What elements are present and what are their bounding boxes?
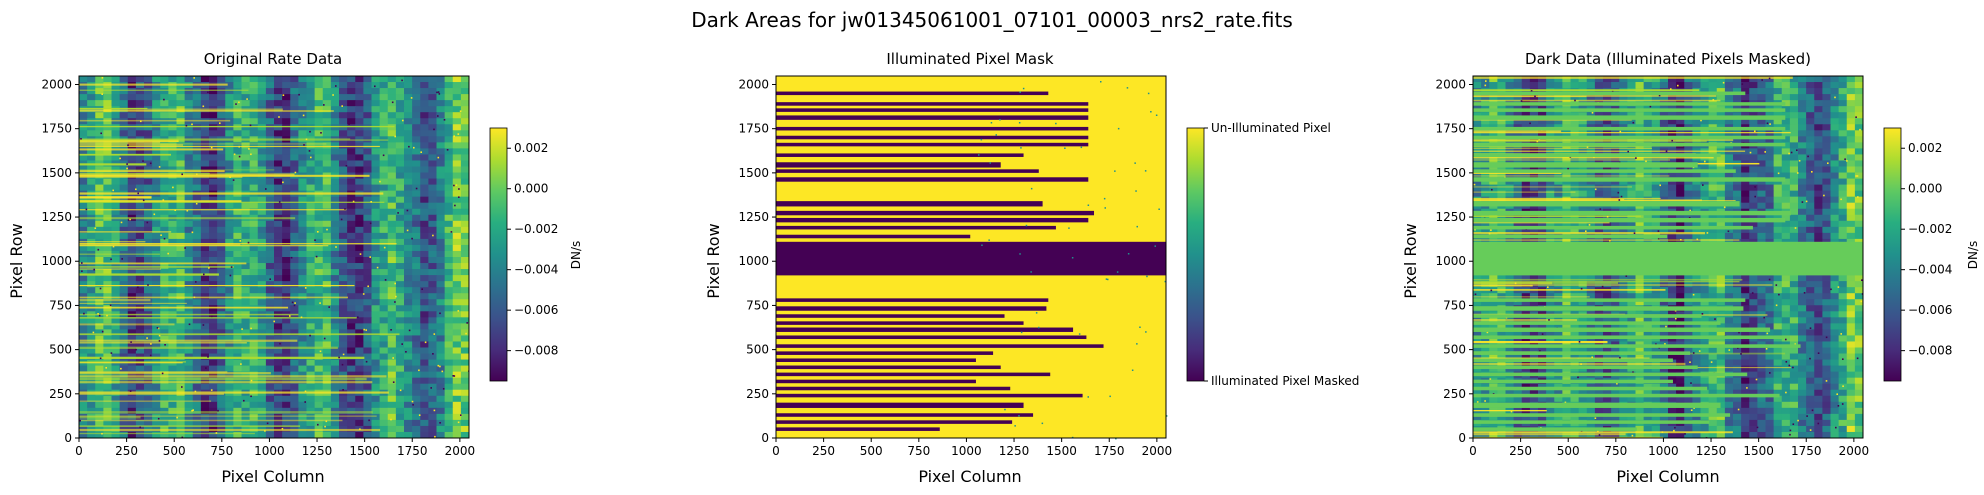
- panel-2-ylabel: Pixel Row: [704, 223, 723, 298]
- x-tick-label: 1000: [1648, 444, 1679, 458]
- y-tick-label: 1000: [738, 254, 769, 268]
- panel-1-ylabel: Pixel Row: [7, 223, 26, 298]
- x-tick-label: 250: [812, 444, 835, 458]
- panel-1-xlabel: Pixel Column: [221, 467, 324, 486]
- y-tick-label: 1000: [1435, 254, 1466, 268]
- y-tick-label: 1250: [738, 210, 769, 224]
- x-tick-label: 500: [163, 444, 186, 458]
- y-tick-label: 1750: [738, 122, 769, 136]
- y-tick-label: 250: [746, 387, 769, 401]
- x-tick-label: 0: [772, 444, 780, 458]
- colorbar-tick-label: 0.002: [514, 141, 548, 155]
- x-tick-label: 1250: [1696, 444, 1727, 458]
- y-tick-label: 1250: [1435, 210, 1466, 224]
- panel-2-frame: [775, 75, 1167, 439]
- x-tick-label: 1500: [1046, 444, 1077, 458]
- y-tick-label: 1500: [738, 166, 769, 180]
- colorbar-tick-label: Illuminated Pixel Masked: [1211, 374, 1359, 388]
- x-tick-label: 1000: [254, 444, 285, 458]
- x-tick-label: 750: [1604, 444, 1627, 458]
- y-tick-label: 1750: [1435, 122, 1466, 136]
- panel-3-title: Dark Data (Illuminated Pixels Masked): [1525, 50, 1811, 68]
- x-tick-label: 0: [75, 444, 83, 458]
- x-tick-label: 1250: [999, 444, 1030, 458]
- y-tick-label: 500: [49, 343, 72, 357]
- panel-1-colorbar-label: DN/s: [569, 241, 583, 270]
- x-tick-label: 1750: [1791, 444, 1822, 458]
- colorbar-tick-label: −0.004: [1908, 263, 1952, 277]
- panel-2-xlabel: Pixel Column: [918, 467, 1021, 486]
- y-tick-label: 2000: [1435, 77, 1466, 91]
- y-tick-label: 1250: [41, 210, 72, 224]
- panel-2-title: Illuminated Pixel Mask: [886, 50, 1054, 68]
- x-tick-label: 750: [907, 444, 930, 458]
- figure-suptitle: Dark Areas for jw01345061001_07101_00003…: [691, 8, 1293, 32]
- x-tick-label: 1000: [951, 444, 982, 458]
- panel-3-heatmap: [1473, 76, 1863, 438]
- colorbar-ticks-layer: 0.002 0.000 −0.002 −0.004 −0.006 −0.008 0.002 0…: [507, 121, 1952, 388]
- x-tick-label: 0: [1469, 444, 1477, 458]
- y-tick-label: 1500: [1435, 166, 1466, 180]
- colorbar-tick-label: 0.000: [1908, 182, 1942, 196]
- x-tick-label: 1250: [302, 444, 333, 458]
- y-tick-label: 0: [761, 431, 769, 445]
- y-tick-label: 1000: [41, 254, 72, 268]
- y-tick-label: 0: [64, 431, 72, 445]
- y-tick-label: 1750: [41, 122, 72, 136]
- colorbar-tick-label: −0.004: [514, 263, 558, 277]
- panel-2-colorbar: [1186, 127, 1205, 382]
- panel-1-colorbar: [489, 127, 508, 382]
- axes-ticks-layer: 0025025050050075075010001000125012501500…: [41, 75, 1870, 458]
- panel-1-frame: [78, 75, 470, 439]
- colorbar-tick-label: −0.006: [514, 303, 558, 317]
- colorbar-tick-label: −0.002: [514, 222, 558, 236]
- panel-2-heatmap: [776, 76, 1168, 440]
- panel-3-ylabel: Pixel Row: [1401, 223, 1420, 298]
- y-tick-label: 250: [1443, 387, 1466, 401]
- y-tick-label: 2000: [41, 77, 72, 91]
- colorbar-tick-label: −0.008: [1908, 344, 1952, 358]
- x-tick-label: 2000: [445, 444, 476, 458]
- x-tick-label: 750: [210, 444, 233, 458]
- x-tick-label: 250: [1509, 444, 1532, 458]
- panel-3-frame: [1472, 75, 1864, 439]
- y-tick-label: 0: [1458, 431, 1466, 445]
- y-tick-label: 500: [746, 343, 769, 357]
- y-tick-label: 250: [49, 387, 72, 401]
- panel-3-colorbar-label: DN/s: [1966, 241, 1980, 270]
- x-tick-label: 1750: [397, 444, 428, 458]
- panel-3-xlabel: Pixel Column: [1616, 467, 1719, 486]
- x-tick-label: 250: [115, 444, 138, 458]
- colorbar-tick-label: −0.006: [1908, 303, 1952, 317]
- y-tick-label: 500: [1443, 343, 1466, 357]
- x-tick-label: 500: [860, 444, 883, 458]
- x-tick-label: 500: [1557, 444, 1580, 458]
- panel-1-title: Original Rate Data: [204, 50, 342, 68]
- x-tick-label: 1750: [1094, 444, 1125, 458]
- y-tick-label: 750: [746, 298, 769, 312]
- y-tick-label: 2000: [738, 77, 769, 91]
- colorbar-tick-label: Un-Illuminated Pixel: [1211, 121, 1331, 135]
- y-tick-label: 1500: [41, 166, 72, 180]
- panel-1-heatmap: [79, 76, 469, 438]
- y-tick-label: 750: [1443, 298, 1466, 312]
- panel-3-colorbar: [1883, 127, 1902, 382]
- x-tick-label: 1500: [349, 444, 380, 458]
- colorbar-tick-label: −0.008: [514, 344, 558, 358]
- x-tick-label: 1500: [1743, 444, 1774, 458]
- colorbar-tick-label: 0.000: [514, 182, 548, 196]
- colorbar-tick-label: 0.002: [1908, 141, 1942, 155]
- x-tick-label: 2000: [1142, 444, 1173, 458]
- y-tick-label: 750: [49, 298, 72, 312]
- colorbar-tick-label: −0.002: [1908, 222, 1952, 236]
- x-tick-label: 2000: [1839, 444, 1870, 458]
